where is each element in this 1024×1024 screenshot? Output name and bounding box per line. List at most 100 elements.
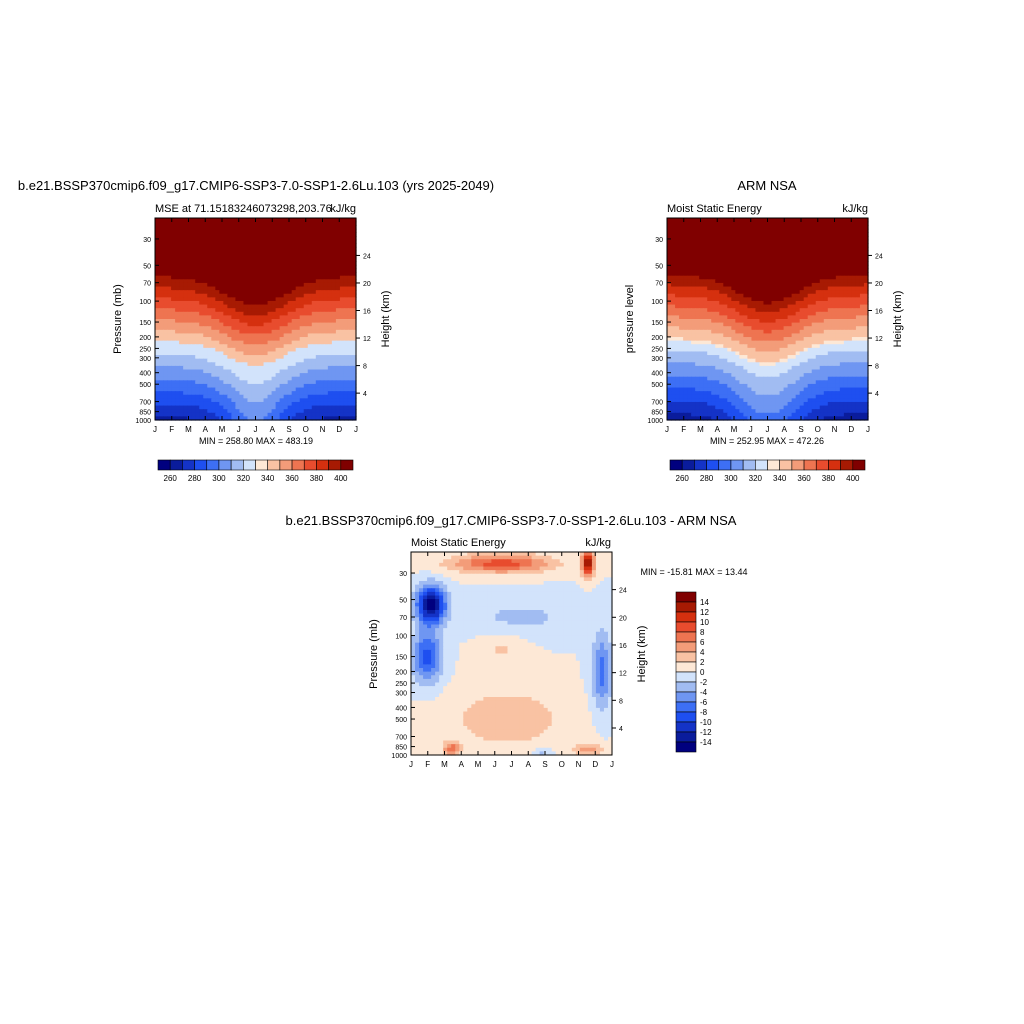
heatmap-cell — [191, 261, 196, 266]
heatmap-cell — [743, 337, 748, 342]
heatmap-cell — [835, 362, 841, 367]
heatmap-cell — [719, 218, 724, 223]
heatmap-cell — [283, 326, 289, 331]
heatmap-cell — [671, 246, 676, 252]
heatmap-cell — [691, 319, 696, 324]
heatmap-cell — [767, 279, 773, 284]
heatmap-cell — [711, 268, 716, 273]
heatmap-cell — [851, 264, 857, 270]
heatmap-cell — [335, 355, 341, 360]
heatmap-cell — [755, 282, 761, 288]
heatmap-cell — [239, 293, 245, 298]
heatmap-cell — [219, 279, 224, 284]
heatmap-cell — [239, 394, 245, 399]
heatmap-cell — [667, 329, 672, 335]
heatmap-cell — [311, 380, 317, 385]
heatmap-cell — [683, 355, 688, 360]
heatmap-cell — [159, 254, 164, 259]
heatmap-cell — [723, 254, 728, 259]
heatmap-cell — [835, 326, 841, 331]
heatmap-cell — [251, 236, 257, 241]
heatmap-cell — [335, 282, 341, 288]
heatmap-cell — [311, 261, 317, 266]
heatmap-cell — [703, 254, 708, 259]
heatmap-cell — [815, 311, 821, 316]
heatmap-cell — [759, 300, 765, 306]
heatmap-cell — [803, 351, 809, 356]
heatmap-cell — [203, 319, 208, 324]
heatmap-cell — [179, 329, 184, 335]
heatmap-cell — [307, 221, 313, 226]
heatmap-cell — [851, 243, 857, 248]
heatmap-cell — [283, 380, 289, 385]
heatmap-cell — [247, 319, 253, 324]
heatmap-cell — [211, 394, 216, 399]
heatmap-cell — [347, 290, 353, 295]
heatmap-cell — [723, 272, 728, 277]
heatmap-cell — [791, 232, 797, 237]
heatmap-cell — [835, 293, 841, 298]
heatmap-cell — [707, 365, 712, 371]
heatmap-cell — [207, 279, 212, 284]
heatmap-cell — [351, 344, 357, 349]
heatmap-cell — [303, 383, 309, 389]
heatmap-cell — [283, 286, 289, 291]
heatmap-cell — [731, 340, 736, 345]
heatmap-cell — [187, 250, 192, 255]
heatmap-cell — [799, 329, 805, 335]
heatmap-cell — [775, 268, 781, 273]
heatmap-cell — [207, 232, 212, 237]
heatmap-cell — [303, 225, 309, 230]
heatmap-cell — [215, 387, 220, 392]
heatmap-cell — [759, 290, 765, 295]
heatmap-cell — [183, 333, 188, 338]
heatmap-cell — [171, 391, 176, 396]
heatmap-cell — [271, 373, 277, 378]
heatmap-cell — [755, 362, 761, 367]
heatmap-cell — [831, 329, 837, 335]
heatmap-cell — [787, 261, 793, 266]
heatmap-cell — [251, 412, 257, 417]
y-tick-label: 200 — [139, 335, 151, 342]
heatmap-cell — [703, 365, 708, 371]
heatmap-cell — [847, 304, 853, 309]
heatmap-cell — [243, 239, 249, 244]
heatmap-cell — [735, 225, 740, 230]
heatmap-cell — [699, 362, 704, 367]
heatmap-cell — [283, 351, 289, 356]
heatmap-cell — [163, 232, 168, 237]
heatmap-cell — [311, 286, 317, 291]
heatmap-cell — [175, 304, 180, 309]
heatmap-cell — [179, 261, 184, 266]
heatmap-cell — [239, 246, 245, 252]
heatmap-cell — [211, 246, 216, 252]
heatmap-cell — [223, 239, 228, 244]
heatmap-cell — [787, 250, 793, 255]
heatmap-cell — [835, 297, 841, 302]
heatmap-cell — [267, 279, 273, 284]
heatmap-cell — [819, 337, 825, 342]
heatmap-cell — [187, 322, 192, 327]
y-tick-label: 30 — [143, 237, 151, 244]
heatmap-cell — [243, 279, 249, 284]
heatmap-cell — [211, 286, 216, 291]
heatmap-cell — [675, 250, 680, 255]
heatmap-cell — [243, 236, 249, 241]
heatmap-cell — [779, 315, 785, 320]
heatmap-cell — [235, 405, 241, 410]
heatmap-cell — [703, 279, 708, 284]
heatmap-cell — [767, 315, 773, 320]
heatmap-cell — [715, 257, 720, 262]
heatmap-cell — [683, 322, 688, 327]
heatmap-cell — [227, 311, 232, 316]
heatmap-cell — [183, 308, 188, 313]
heatmap-cell — [239, 340, 245, 345]
heatmap-cell — [267, 337, 273, 342]
heatmap-cell — [243, 300, 249, 306]
heatmap-cell — [223, 340, 228, 345]
heatmap-cell — [235, 358, 241, 363]
heatmap-cell — [747, 250, 753, 255]
heatmap-cell — [703, 351, 708, 356]
heatmap-cell — [823, 329, 829, 335]
heatmap-cell — [247, 387, 253, 392]
